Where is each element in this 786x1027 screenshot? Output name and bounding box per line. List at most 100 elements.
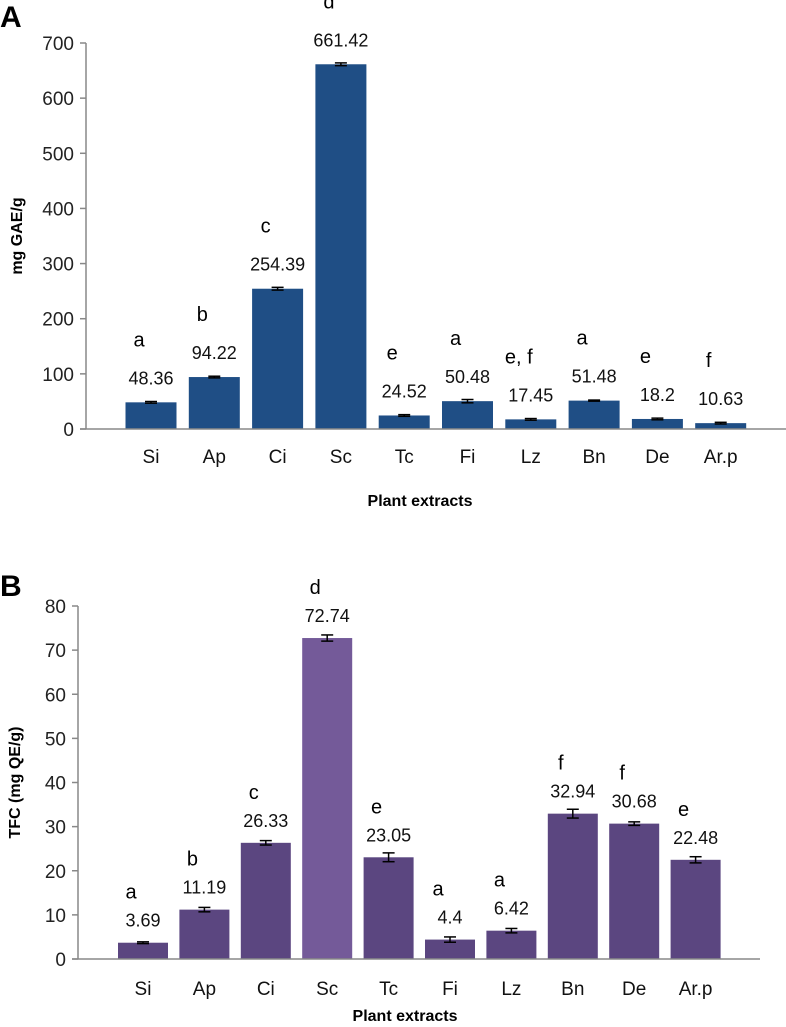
data-label: 51.48	[572, 367, 617, 387]
y-tick-label: 40	[45, 774, 66, 795]
bar-Ar.p	[695, 423, 747, 429]
group-letter: e	[678, 799, 689, 821]
x-tick-label: Tc	[395, 447, 414, 468]
y-tick-label: 10	[45, 906, 66, 927]
bar-Ar.p	[670, 859, 721, 959]
bar-Bn	[547, 813, 598, 959]
x-tick-label: Ap	[203, 447, 226, 468]
bar-Sc	[302, 638, 353, 959]
group-letter: f	[619, 763, 625, 785]
data-label: 3.69	[125, 911, 160, 931]
panel-label: B	[0, 570, 22, 603]
group-letter: c	[261, 216, 271, 238]
bar-Lz	[486, 930, 537, 959]
y-axis-title: TFC (mg QE/g)	[7, 727, 24, 839]
group-letter: a	[450, 328, 462, 350]
group-letter: d	[323, 0, 334, 13]
bar-Ci	[240, 842, 291, 959]
y-tick-label: 0	[55, 950, 66, 971]
group-letter: f	[706, 350, 712, 372]
bar-De	[609, 823, 660, 959]
y-tick-label: 0	[63, 420, 74, 441]
data-label: 661.42	[313, 30, 368, 50]
x-tick-label: Lz	[501, 979, 521, 1000]
group-letter: e	[640, 346, 651, 368]
bar-Bn	[568, 400, 620, 429]
data-label: 23.05	[366, 825, 411, 845]
x-tick-label: Sc	[316, 979, 338, 1000]
group-letter: a	[432, 879, 444, 901]
y-tick-label: 300	[42, 255, 74, 276]
data-label: 6.42	[494, 899, 529, 919]
data-label: 18.2	[640, 385, 675, 405]
y-tick-label: 400	[42, 199, 74, 220]
data-label: 24.52	[382, 381, 427, 401]
bar-Si	[125, 402, 177, 429]
bar-Tc	[378, 415, 430, 429]
x-tick-label: Ar.p	[679, 979, 713, 1000]
x-axis-title: Plant extracts	[353, 1008, 458, 1025]
bar-Ap	[188, 377, 240, 429]
y-tick-label: 80	[45, 597, 66, 618]
y-tick-label: 20	[45, 862, 66, 883]
y-tick-label: 70	[45, 641, 66, 662]
bar-Tc	[363, 857, 414, 959]
bar-De	[631, 418, 683, 429]
x-tick-label: De	[622, 979, 646, 1000]
x-tick-label: Fi	[442, 979, 458, 1000]
x-tick-label: Ci	[269, 447, 287, 468]
group-letter: a	[133, 329, 145, 351]
data-label: 30.68	[612, 792, 657, 812]
bar-Ap	[179, 909, 230, 959]
group-letter: b	[187, 849, 198, 871]
bar-Fi	[442, 401, 493, 429]
y-tick-label: 700	[42, 34, 74, 55]
panel-label: A	[0, 1, 22, 34]
y-tick-label: 50	[45, 729, 66, 750]
x-tick-label: Si	[135, 979, 152, 1000]
y-axis-title: mg GAE/g	[9, 197, 26, 274]
x-tick-label: De	[645, 447, 669, 468]
bar-Sc	[315, 64, 367, 430]
y-tick-label: 60	[45, 685, 66, 706]
x-tick-label: Bn	[582, 447, 605, 468]
data-label: 254.39	[250, 255, 305, 275]
x-tick-label: Fi	[460, 447, 476, 468]
data-label: 10.63	[698, 389, 743, 409]
bar-Lz	[505, 419, 557, 429]
group-letter: e	[371, 796, 382, 818]
x-tick-label: Ci	[257, 979, 275, 1000]
group-letter: a	[125, 882, 137, 904]
bar-Si	[118, 942, 168, 959]
data-label: 26.33	[243, 811, 288, 831]
data-label: 4.4	[437, 908, 462, 928]
x-tick-label: Lz	[521, 447, 541, 468]
data-label: 50.48	[445, 367, 490, 387]
data-label: 32.94	[550, 782, 595, 802]
x-tick-label: Tc	[379, 979, 398, 1000]
x-tick-label: Si	[143, 447, 160, 468]
y-tick-label: 30	[45, 818, 66, 839]
x-tick-label: Bn	[561, 979, 584, 1000]
x-tick-label: Sc	[330, 447, 352, 468]
y-tick-label: 600	[42, 89, 74, 110]
group-letter: e	[387, 342, 398, 364]
data-label: 48.36	[128, 368, 173, 388]
data-label: 94.22	[192, 343, 237, 363]
y-tick-label: 200	[42, 310, 74, 331]
x-axis-title: Plant extracts	[368, 493, 473, 510]
group-letter: b	[197, 304, 208, 326]
data-label: 11.19	[183, 878, 227, 898]
bar-Ci	[252, 288, 304, 429]
y-tick-label: 100	[42, 365, 74, 386]
x-tick-label: Ap	[193, 979, 216, 1000]
group-letter: f	[558, 753, 564, 775]
group-letter: e, f	[505, 346, 533, 368]
y-tick-label: 500	[42, 144, 74, 165]
group-letter: a	[494, 870, 506, 892]
data-label: 72.74	[305, 606, 350, 626]
group-letter: d	[310, 577, 321, 599]
x-tick-label: Ar.p	[704, 447, 738, 468]
group-letter: c	[249, 782, 259, 804]
